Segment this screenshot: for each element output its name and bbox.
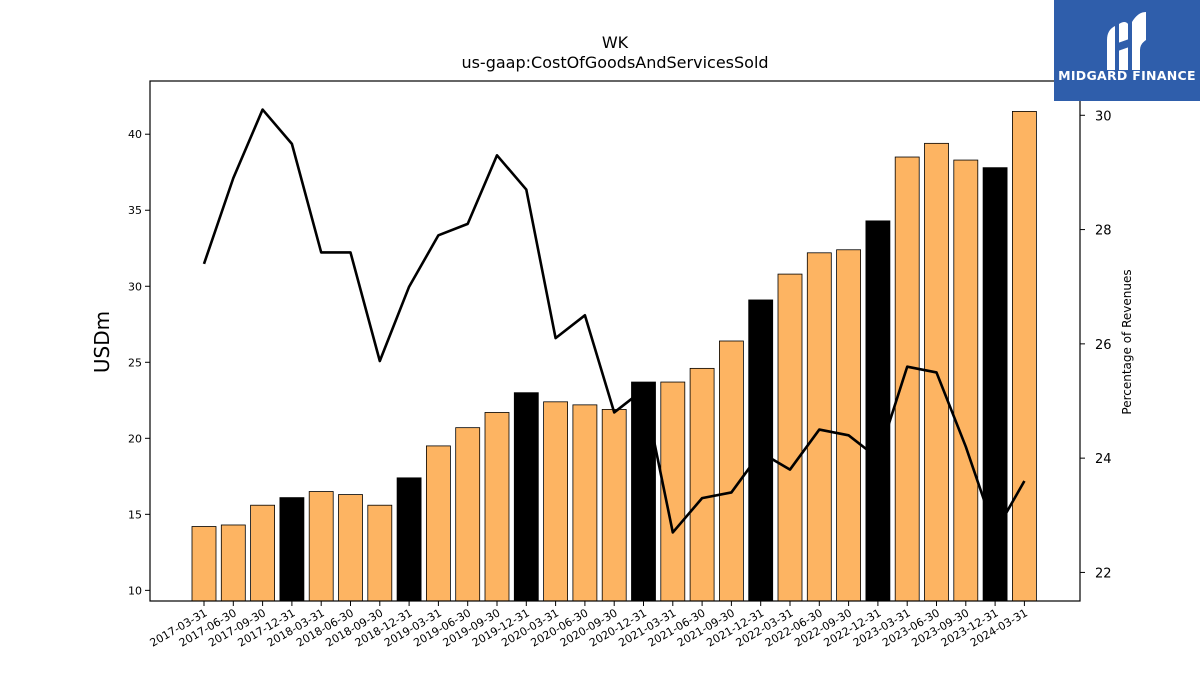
plot-border <box>149 80 1081 602</box>
bar-2020-06-30 <box>572 404 598 602</box>
bar-2020-09-30 <box>601 409 627 602</box>
bar-2017-06-30 <box>220 524 246 602</box>
y-left-tick-label: 25 <box>128 356 142 369</box>
bar-2018-09-30 <box>367 504 393 602</box>
y-left-tick-label: 10 <box>128 584 142 597</box>
y-axis-label-left: USDm <box>90 311 114 373</box>
y-right-tick-label: 24 <box>1095 452 1112 467</box>
bar-2023-03-31 <box>894 156 920 602</box>
bar-2019-12-31 <box>513 392 539 602</box>
x-axis: 2017-03-312017-06-302017-09-302017-12-31… <box>148 601 1030 650</box>
bar-2018-06-30 <box>338 494 363 602</box>
bar-2019-03-31 <box>425 445 451 602</box>
y-right-tick-label: 30 <box>1095 109 1112 124</box>
bar-2023-09-30 <box>953 159 979 602</box>
bar-2023-12-31 <box>982 167 1008 602</box>
y-left-tick-label: 20 <box>128 432 142 445</box>
bar-2022-12-31 <box>865 220 891 602</box>
bar-series <box>191 111 1037 602</box>
bar-2020-12-31 <box>631 381 656 602</box>
y-right-tick-label: 28 <box>1095 224 1112 239</box>
bar-2019-09-30 <box>484 412 510 602</box>
bar-2020-03-31 <box>543 401 568 602</box>
y-right-tick-label: 26 <box>1095 338 1112 353</box>
bar-2022-09-30 <box>836 249 861 602</box>
y-left-tick-label: 30 <box>128 280 142 293</box>
bar-2022-06-30 <box>806 252 832 602</box>
bar-2021-06-30 <box>689 367 715 602</box>
plot-frame <box>149 80 1081 602</box>
bar-2017-09-30 <box>250 504 276 602</box>
line-series <box>202 108 1026 534</box>
y-left-tick-label: 35 <box>128 204 142 217</box>
chart-subtitle: us-gaap:CostOfGoodsAndServicesSold <box>461 53 768 72</box>
y-axis-label-right: Percentage of Revenues <box>1120 269 1134 414</box>
bar-2018-03-31 <box>308 491 334 602</box>
percentage-line <box>202 108 1026 534</box>
y-right-tick-label: 22 <box>1095 566 1112 581</box>
bar-2017-03-31 <box>191 526 217 602</box>
bar-2019-06-30 <box>455 427 481 602</box>
y-left-tick-label: 15 <box>128 508 142 521</box>
y-axis-right: 22 24 26 28 30 <box>1080 109 1112 581</box>
logo-text: MIDGARD FINANCE <box>1058 68 1196 83</box>
bar-2024-03-31 <box>1012 111 1037 602</box>
y-left-tick-label: 40 <box>128 128 142 141</box>
logo-mark-icon <box>1107 12 1146 70</box>
bar-2021-09-30 <box>719 340 744 602</box>
bar-2022-03-31 <box>777 273 803 602</box>
bar-2017-12-31 <box>279 497 305 602</box>
bar-2021-12-31 <box>748 299 774 602</box>
chart-title: WK <box>602 33 629 52</box>
bar-2018-12-31 <box>396 477 422 602</box>
brand-logo: MIDGARD FINANCE <box>1054 0 1200 101</box>
y-axis-left: 10 15 20 25 30 35 40 <box>128 128 150 597</box>
